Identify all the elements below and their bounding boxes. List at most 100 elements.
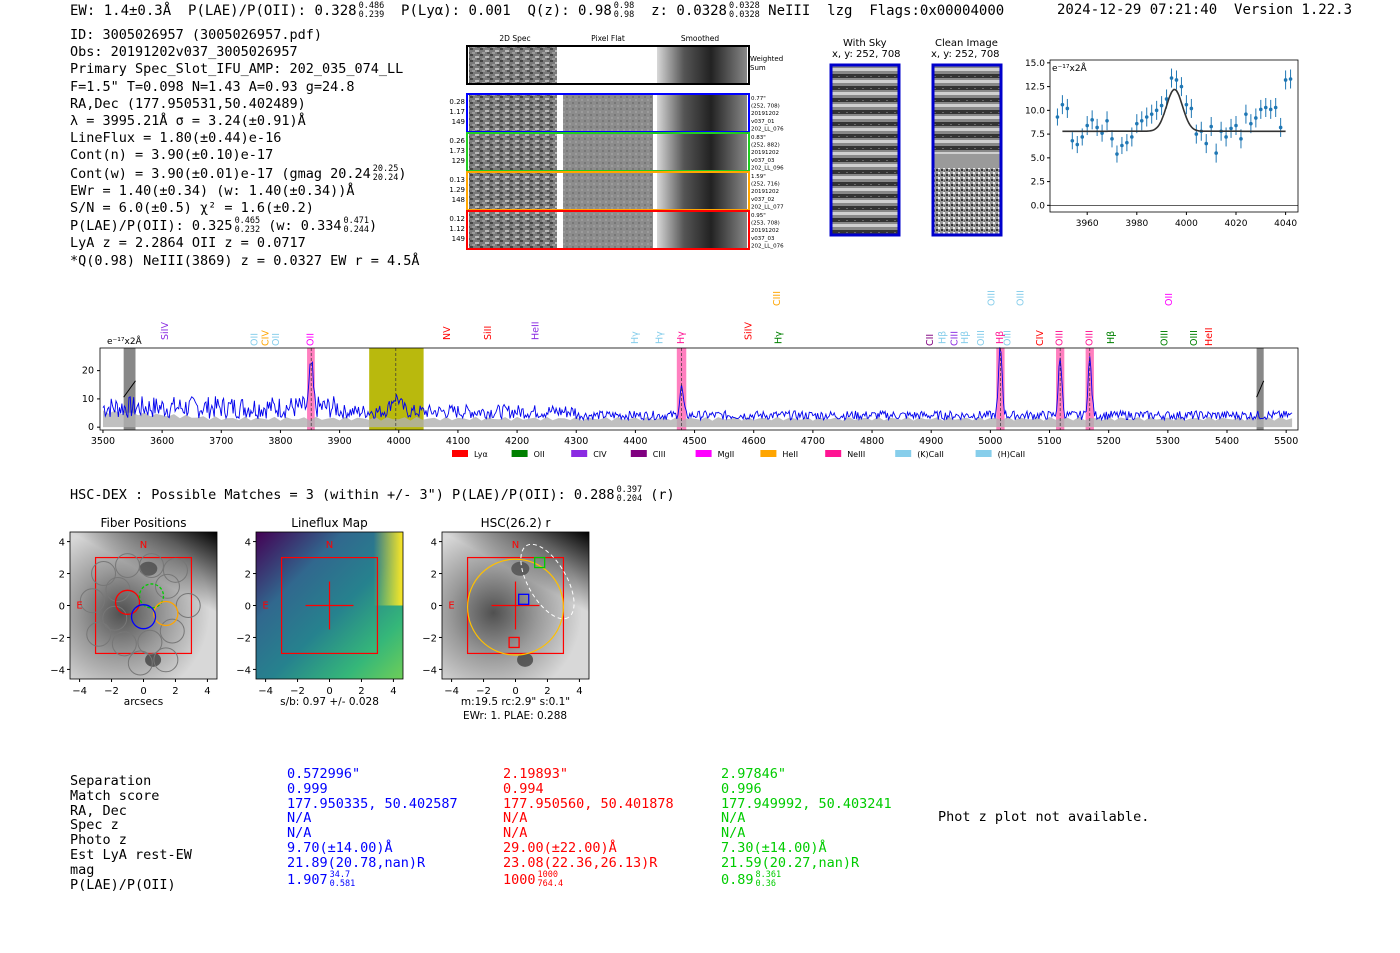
info-lambda: λ = 3995.21Å σ = 3.24(±0.91)Å (70, 113, 306, 130)
match-value: 1.907 34.7 0.581 (287, 870, 458, 889)
row-smoothed (657, 133, 747, 171)
x-tick-label: 4600 (742, 436, 766, 447)
row-right-label: 202_LL_077 (751, 204, 784, 210)
primary-fiber (153, 600, 179, 627)
x-tick-label: 4040 (1274, 219, 1297, 229)
lineflux-hotspot (373, 532, 403, 606)
row-smoothed (657, 94, 747, 132)
north-label: N (140, 540, 147, 551)
data-point (1095, 125, 1099, 130)
axes-frame (99, 347, 1299, 431)
match-label: RA, Dec (70, 802, 127, 819)
gaussian-fit (1062, 88, 1286, 133)
y-tick-label: 10.0 (1025, 106, 1045, 116)
data-point (1149, 112, 1154, 116)
match-value: 0.572996" (287, 766, 361, 782)
cutout-row-1: 0.28 1.17 149 0.77" (252, 708)20191202 v037_0… (449, 93, 784, 133)
info-plae-w-lo: 0.244 (343, 225, 370, 236)
match-plae-range: 34.7 0.581 (330, 870, 356, 889)
row-right-label: 0.77" (751, 96, 766, 102)
fiber-circle (127, 650, 153, 676)
y-tick-label: 2.5 (1031, 178, 1045, 188)
row-left-label: 149 (452, 235, 465, 243)
row-2d-spec (469, 133, 557, 171)
y-tick-label: 0 (88, 422, 94, 433)
legend-label: CIII (653, 450, 666, 459)
line-label: Hβ (1106, 331, 1117, 344)
data-point (1075, 142, 1080, 147)
legend-swatch (511, 450, 528, 457)
y-tick-label: 2 (245, 570, 251, 581)
hsc-title-text: HSC-DEX : Possible Matches = 3 (within +… (70, 487, 615, 503)
row-left-label: 1.12 (449, 225, 465, 233)
east-label: E (76, 601, 82, 612)
match-value: 177.949992, 50.403241 (721, 795, 892, 812)
fiber-circle (175, 593, 201, 618)
image-panels: Fiber Positions N E 4 −4 2 −2 0 0 −2 2 −4 4 arcsecs Li… (50, 516, 590, 708)
data-point (1249, 121, 1253, 126)
line-label: OII (250, 333, 261, 346)
y-tick-label: −4 (50, 665, 65, 676)
line-label: Hβ (938, 331, 949, 344)
header-flags: Flags:0x00004000 (869, 3, 1005, 19)
row-right-label: v037_03 (751, 236, 775, 242)
highlight-band (369, 348, 424, 430)
info-obs: Obs: 20191202v037_3005026957 (70, 44, 298, 61)
data-point (1244, 112, 1248, 116)
ellipse-fit (520, 543, 575, 620)
row-left-label: 0.13 (449, 176, 465, 184)
data-point (1090, 118, 1094, 122)
data-point (1288, 77, 1293, 81)
match-plae-hi: 8.361 (755, 869, 782, 880)
data-point (1144, 115, 1149, 119)
weighted-label-1: Weighted (750, 55, 783, 63)
info-sn: S/N = 6.0(±0.5) χ² = 1.6(±0.2) (70, 200, 314, 217)
match-label: P(LAE)/P(OII) (70, 876, 176, 893)
match-value: N/A (287, 825, 312, 842)
legend-swatch (975, 450, 992, 457)
match-value: 21.59(20.27,nan)R (721, 854, 860, 871)
row-smoothed (657, 172, 747, 210)
x-tick-label: 4020 (1225, 219, 1248, 229)
info-radec: RA,Dec (177.950531,50.402489) (70, 95, 306, 112)
data-point (1060, 102, 1065, 107)
x-tick-label: 5000 (978, 436, 1002, 447)
data-point (1209, 124, 1213, 129)
search-box (94, 556, 193, 655)
line-label: CII (925, 334, 936, 346)
data-point (1229, 126, 1233, 131)
data-point (1130, 135, 1134, 139)
line-label: OII (271, 333, 282, 346)
panel-xlabel: s/b: 0.97 +/- 0.028 (280, 696, 379, 708)
legend-label: OII (534, 450, 545, 459)
row-right-label: 20191202 (751, 150, 779, 156)
line-label: Hγ (630, 331, 641, 344)
panel-1: Fiber Positions N E 4 −4 2 −2 0 0 −2 2 −4 4 arcsecs (50, 516, 218, 708)
y-tick-label: 15.0 (1025, 59, 1045, 69)
legend-label: (K)CaII (917, 450, 944, 459)
match-value: 9.70(±14.00)Å (287, 839, 393, 856)
with-sky-image (832, 66, 898, 234)
line-label: CIII (949, 331, 960, 346)
y-tick-label: −2 (422, 633, 437, 644)
data-point (1105, 119, 1109, 123)
info-plae-hi: 0.465 (234, 216, 261, 227)
row-right-label: 0.95" (751, 213, 766, 219)
data-point (1239, 137, 1243, 141)
full-spectrum-chart: 3500 3600 3700 3800 3900 4000 4100 4200 4300 4400… (82, 290, 1299, 459)
data-point (1154, 108, 1159, 113)
legend-label: Lyα (474, 450, 488, 459)
row-left-label: 0.12 (449, 215, 465, 223)
data-point (1278, 125, 1283, 130)
line-label: NV (442, 326, 453, 340)
row-right-label: (252, 716) (751, 182, 780, 188)
line-label: OIII (1189, 330, 1200, 346)
match-plae: 0.89 (721, 871, 754, 888)
y-tick-label: 7.5 (1031, 130, 1045, 140)
y-tick-label: 0 (245, 602, 251, 613)
match-value: 1000 1000 764.4 (503, 870, 674, 888)
panel-title: HSC(26.2) r (481, 516, 551, 530)
line-label: Hβ (995, 331, 1006, 344)
data-point (1125, 140, 1129, 145)
row-right-label: 202_LL_076 (751, 243, 784, 249)
